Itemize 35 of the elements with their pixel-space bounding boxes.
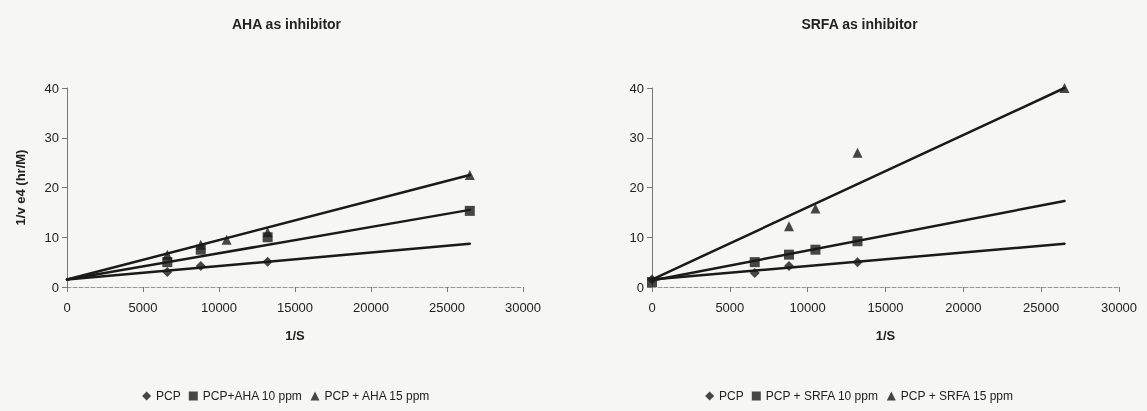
legend-label: PCP: [156, 389, 181, 403]
y-tick-label: 40: [629, 80, 644, 96]
y-tick-label: 0: [51, 279, 59, 295]
x-tick-label: 15000: [867, 300, 904, 315]
y-tick-label: 40: [44, 80, 59, 96]
x-tick-label: 0: [63, 300, 71, 315]
x-tick-label: 0: [648, 300, 656, 315]
x-tick-label: 10000: [200, 300, 238, 315]
x-tick-label: 20000: [352, 300, 390, 315]
y-tick-label: 30: [44, 130, 59, 146]
chart-title: SRFA as inhibitor: [801, 16, 919, 32]
x-tick-label: 30000: [504, 300, 542, 315]
y-tick-label: 20: [629, 180, 644, 195]
x-tick-label: 15000: [276, 300, 314, 315]
y-tick-label: 10: [44, 229, 59, 245]
y-tick-label: 30: [629, 130, 644, 146]
legend-label: PCP: [719, 389, 744, 403]
legend-label: PCP + AHA 15 ppm: [324, 389, 430, 403]
legend-label: PCP + SRFA 15 ppm: [900, 389, 1014, 403]
x-tick-label: 20000: [945, 300, 982, 315]
x-tick-label: 10000: [789, 300, 826, 315]
y-tick-label: 0: [636, 279, 644, 295]
x-tick-label: 5000: [128, 300, 158, 315]
y-tick-label: 20: [44, 180, 59, 195]
x-tick-label: 5000: [715, 300, 745, 315]
legend-label: PCP + SRFA 10 ppm: [765, 389, 878, 403]
x-tick-label: 25000: [1023, 300, 1060, 315]
legend-label: PCP+AHA 10 ppm: [202, 389, 302, 403]
x-tick-label: 25000: [428, 300, 466, 315]
y-axis-title: 1/v e4 (hr/M): [13, 149, 28, 226]
y-tick-label: 10: [629, 229, 644, 245]
chart-title: AHA as inhibitor: [231, 16, 342, 32]
x-axis-title: 1/S: [875, 328, 896, 343]
x-axis-title: 1/S: [285, 328, 306, 343]
x-tick-label: 30000: [1100, 300, 1138, 315]
